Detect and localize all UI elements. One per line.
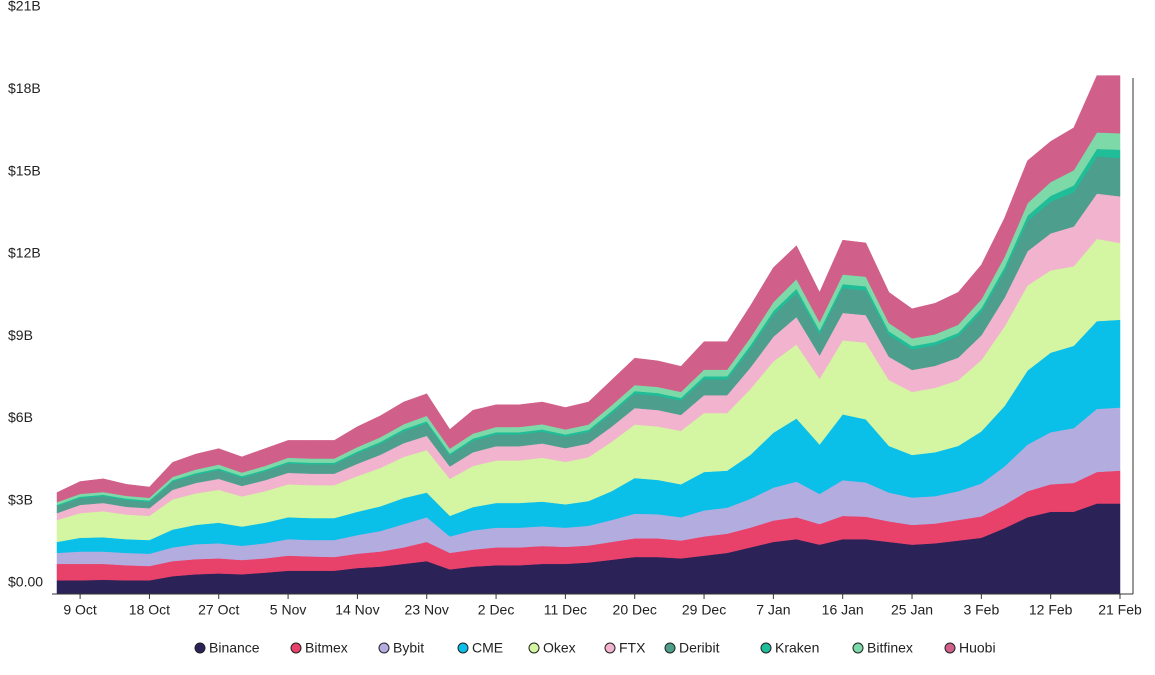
x-tick-label: 11 Dec (544, 602, 587, 618)
x-tick-label: 9 Oct (63, 602, 97, 618)
x-tick-label: 3 Feb (963, 602, 999, 618)
legend-swatch (944, 642, 956, 654)
legend-item[interactable]: Bybit (378, 640, 424, 656)
legend-label: Bitmex (305, 640, 348, 656)
legend-label: Kraken (775, 640, 819, 656)
legend-swatch (604, 642, 616, 654)
x-tick-label: 16 Jan (822, 602, 864, 618)
legend-swatch (194, 642, 206, 654)
legend-item[interactable]: Huobi (944, 640, 996, 656)
x-tick-label: 2 Dec (478, 602, 515, 618)
x-tick-label: 25 Jan (891, 602, 933, 618)
legend-label: Binance (209, 640, 260, 656)
legend-swatch (760, 642, 772, 654)
legend-item[interactable]: Deribit (664, 640, 720, 656)
y-tick-label: $15B (8, 162, 41, 178)
x-tick-label: 20 Dec (613, 602, 657, 618)
legend-label: Okex (543, 640, 576, 656)
legend-item[interactable]: Okex (528, 640, 576, 656)
y-tick-label: $6B (8, 409, 33, 425)
legend-item[interactable]: FTX (604, 640, 646, 656)
x-tick-label: 5 Nov (270, 602, 307, 618)
x-tick-label: 21 Feb (1098, 602, 1142, 618)
y-tick-label: $18B (8, 80, 41, 96)
legend-label: Deribit (679, 640, 720, 656)
x-tick-label: 23 Nov (405, 602, 449, 618)
y-tick-label: $12B (8, 245, 41, 261)
legend: Binance Bitmex Bybit CME Okex FTX Deribit Krake… (194, 640, 996, 656)
legend-item[interactable]: Bitmex (290, 640, 348, 656)
y-tick-label: $0.00 (8, 574, 43, 590)
legend-label: Bybit (393, 640, 424, 656)
x-tick-label: 18 Oct (129, 602, 170, 618)
x-tick-label: 12 Feb (1029, 602, 1073, 618)
x-tick-label: 27 Oct (198, 602, 239, 618)
legend-label: Huobi (959, 640, 996, 656)
legend-swatch (664, 642, 676, 654)
legend-label: FTX (619, 640, 646, 656)
x-tick-label: 14 Nov (335, 602, 379, 618)
area (56, 75, 1121, 503)
legend-label: CME (472, 640, 503, 656)
x-tick-label: 7 Jan (756, 602, 790, 618)
legend-swatch (457, 642, 469, 654)
legend-item[interactable]: CME (457, 640, 503, 656)
y-tick-label: $3B (8, 491, 33, 507)
legend-item[interactable]: Kraken (760, 640, 819, 656)
x-tick-label: 29 Dec (682, 602, 726, 618)
y-tick-label: $21B (8, 0, 41, 14)
legend-item[interactable]: Binance (194, 640, 260, 656)
legend-swatch (528, 642, 540, 654)
legend-swatch (290, 642, 302, 654)
legend-swatch (378, 642, 390, 654)
legend-swatch (852, 642, 864, 654)
y-tick-label: $9B (8, 327, 33, 343)
legend-label: Bitfinex (867, 640, 913, 656)
legend-item[interactable]: Bitfinex (852, 640, 913, 656)
